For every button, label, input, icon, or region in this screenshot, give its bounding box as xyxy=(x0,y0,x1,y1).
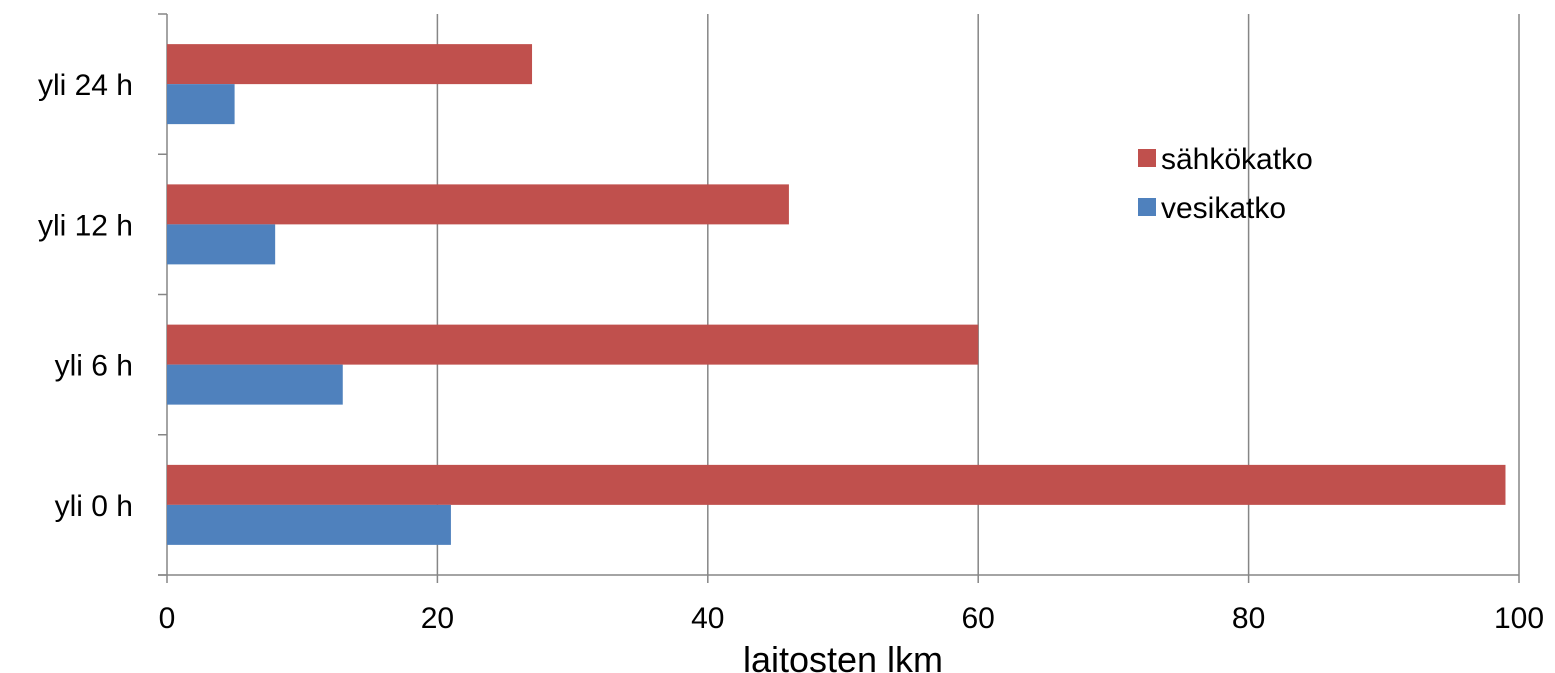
legend: sähkökatko vesikatko xyxy=(1138,143,1313,225)
y-category-labels: yli 0 h yli 6 h yli 12 h yli 24 h xyxy=(38,69,133,523)
x-tick-label: 80 xyxy=(1232,602,1265,635)
x-tick-label: 0 xyxy=(159,602,176,635)
y-category-label: yli 6 h xyxy=(55,350,133,383)
x-tick-label: 40 xyxy=(691,602,724,635)
bar-sahkokatko xyxy=(167,324,979,365)
x-tick-label: 60 xyxy=(962,602,995,635)
legend-swatch xyxy=(1138,198,1156,216)
x-tick-label: 20 xyxy=(421,602,454,635)
y-category-label: yli 12 h xyxy=(38,209,133,242)
x-axis-title: laitosten lkm xyxy=(743,639,943,673)
legend-swatch xyxy=(1138,149,1156,167)
x-tick-label: 100 xyxy=(1494,602,1544,635)
legend-label: sähkökatko xyxy=(1161,143,1313,176)
bar-vesikatko xyxy=(167,84,235,125)
x-tick-labels: 0 20 40 60 80 100 xyxy=(159,602,1544,635)
bar-sahkokatko xyxy=(167,44,533,85)
bar-vesikatko xyxy=(167,504,451,545)
y-category-label: yli 0 h xyxy=(55,490,133,523)
y-category-label: yli 24 h xyxy=(38,69,133,102)
bar-sahkokatko xyxy=(167,464,1506,505)
bar-sahkokatko xyxy=(167,184,789,225)
bars xyxy=(167,44,1506,545)
bar-vesikatko xyxy=(167,224,276,265)
bar-vesikatko xyxy=(167,364,343,405)
legend-label: vesikatko xyxy=(1161,192,1286,225)
